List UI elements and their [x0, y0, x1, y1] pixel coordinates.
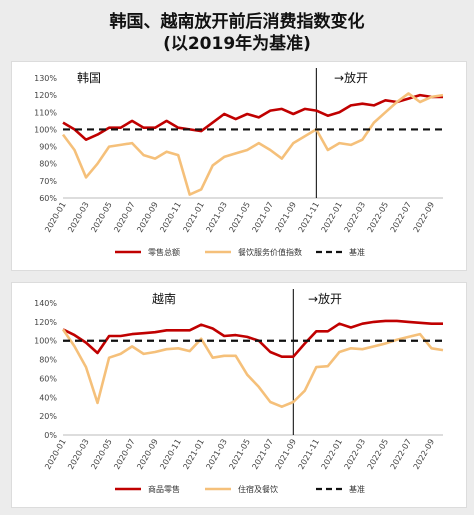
korea-xtick-label: 2021-03: [204, 201, 229, 234]
chart-subtitle: (以2019年为基准): [163, 34, 311, 54]
korea-xtick-label: 2021-09: [274, 201, 299, 234]
vietnam-ytick-label: 0%: [44, 431, 57, 440]
vietnam-xtick-label: 2020-05: [89, 438, 114, 471]
korea-ytick-label: 100%: [34, 125, 57, 134]
korea-xtick-label: 2020-09: [135, 201, 160, 234]
vietnam-xtick-label: 2021-05: [227, 438, 252, 471]
korea-legend-label: 基准: [349, 247, 365, 257]
korea-series-1-line: [61, 92, 444, 196]
korea-xtick-label: 2020-11: [158, 201, 183, 234]
korea-xtick-label: 2022-03: [343, 201, 368, 234]
vietnam-xtick-label: 2020-01: [43, 438, 68, 471]
vietnam-ytick-label: 20%: [39, 412, 57, 421]
vietnam-chart: 0% 20% 40% 60% 80% 100% 120% 140% 2020-012020-03…: [34, 289, 444, 494]
vietnam-xtick-label: 2022-07: [389, 438, 414, 471]
vietnam-xtick-label: 2022-01: [320, 438, 345, 471]
korea-xtick-label: 2022-09: [412, 201, 437, 234]
vietnam-xtick-label: 2022-09: [412, 438, 437, 471]
korea-xtick-label: 2021-07: [250, 201, 275, 234]
vietnam-reopen-label: →放开: [308, 291, 342, 306]
korea-xtick-label: 2021-05: [227, 201, 252, 234]
korea-xtick-label: 2021-01: [181, 201, 206, 234]
vietnam-ytick-label: 40%: [39, 393, 57, 402]
korea-ytick-label: 80%: [39, 160, 57, 169]
chart-title: 韩国、越南放开前后消费指数变化: [109, 12, 365, 32]
vietnam-series-1-line: [61, 328, 444, 408]
vietnam-ytick-label: 100%: [34, 337, 57, 346]
vietnam-legend-label: 住宿及餐饮: [238, 484, 278, 494]
korea-xtick-label: 2020-03: [66, 201, 91, 234]
vietnam-legend-label: 商品零售: [148, 484, 180, 494]
korea-chart: 60%70%80%90%100%110%120%130%2020-012020-…: [34, 68, 444, 257]
vietnam-ytick-label: 60%: [39, 374, 57, 383]
korea-ytick-label: 120%: [34, 91, 57, 100]
korea-xtick-label: 2022-05: [366, 201, 391, 234]
korea-ytick-label: 60%: [39, 194, 57, 203]
vietnam-xtick-label: 2020-11: [158, 438, 183, 471]
korea-xtick-label: 2020-01: [43, 201, 68, 234]
vietnam-chart-panel: 0% 20% 40% 60% 80% 100% 120% 140% 2020-01 2020-03…: [11, 282, 467, 508]
vietnam-series-0-line: [62, 319, 443, 358]
vietnam-xtick-label: 2022-05: [366, 438, 391, 471]
korea-xtick-label: 2022-07: [389, 201, 414, 234]
vietnam-xtick-label: 2022-03: [343, 438, 368, 471]
korea-legend-label: 餐饮服务价值指数: [238, 247, 302, 257]
korea-chart-panel: 60% 70% 80% 90% 100% 110% 120% 130% 2020-01 2020-…: [11, 61, 467, 271]
vietnam-ytick-label: 120%: [34, 318, 57, 327]
vietnam-xtick-label: 2020-09: [135, 438, 160, 471]
korea-reopen-label: →放开: [334, 70, 368, 85]
korea-xtick-label: 2020-05: [89, 201, 114, 234]
vietnam-ytick-label: 80%: [39, 356, 57, 365]
vietnam-xtick-label: 2020-07: [112, 438, 137, 471]
vietnam-legend-label: 基准: [349, 484, 365, 494]
vietnam-xtick-label: 2021-03: [204, 438, 229, 471]
korea-ytick-label: 70%: [39, 177, 57, 186]
korea-xtick-label: 2020-07: [112, 201, 137, 234]
vietnam-xtick-label: 2021-09: [274, 438, 299, 471]
korea-ytick-label: 130%: [34, 74, 57, 83]
vietnam-xtick-label: 2021-07: [250, 438, 275, 471]
korea-country-label: 韩国: [77, 70, 101, 85]
korea-ytick-label: 110%: [34, 108, 57, 117]
vietnam-xtick-label: 2021-11: [297, 438, 322, 471]
korea-xtick-label: 2021-11: [297, 201, 322, 234]
vietnam-xtick-label: 2021-01: [181, 438, 206, 471]
vietnam-xtick-label: 2020-03: [66, 438, 91, 471]
korea-series-0-line: [62, 93, 443, 141]
korea-ytick-label: 90%: [39, 143, 57, 152]
korea-legend-label: 零售总额: [148, 247, 180, 257]
vietnam-country-label: 越南: [152, 291, 176, 306]
vietnam-ytick-label: 140%: [34, 299, 57, 308]
korea-xtick-label: 2022-01: [320, 201, 345, 234]
